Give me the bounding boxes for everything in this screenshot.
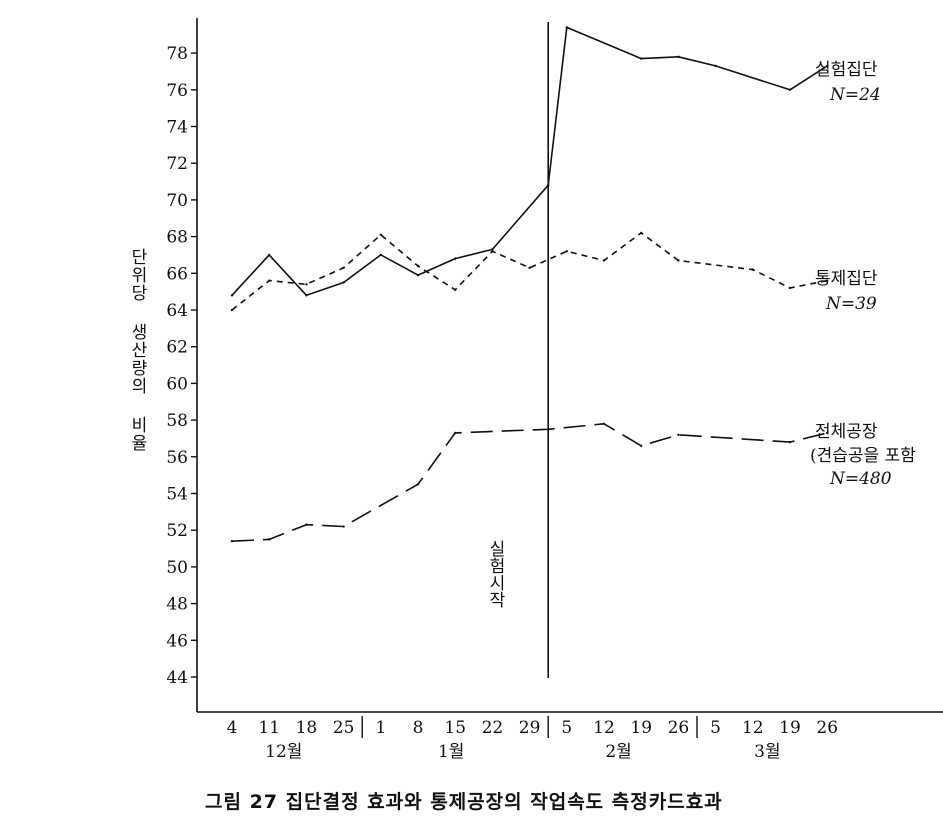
- data-point: [342, 281, 345, 284]
- x-tick-label: 8: [413, 718, 424, 738]
- y-tick-label: 72: [166, 154, 188, 174]
- series-name-label: 통제집단: [815, 269, 878, 289]
- data-point: [826, 279, 829, 282]
- data-point: [268, 279, 271, 282]
- data-point: [826, 64, 829, 68]
- data-point: [677, 55, 680, 58]
- y-tick-label: 60: [166, 374, 188, 394]
- data-point: [602, 259, 606, 262]
- x-tick-label: 5: [561, 718, 572, 738]
- data-point: [230, 308, 234, 312]
- data-point: [491, 250, 494, 253]
- data-point: [602, 422, 606, 425]
- x-tick-label: 19: [630, 718, 652, 738]
- series-n-label: N=24: [829, 85, 881, 105]
- data-point: [640, 444, 643, 447]
- x-tick-label: 5: [710, 718, 721, 738]
- data-point: [454, 431, 457, 435]
- data-point: [547, 428, 550, 431]
- data-point: [305, 294, 308, 297]
- data-point: [416, 483, 420, 486]
- x-tick-label: 1: [375, 718, 386, 738]
- series-n-label: N=480: [829, 469, 892, 489]
- y-tick-label: 78: [166, 44, 188, 64]
- y-tick-label: 76: [166, 81, 188, 101]
- series-name-label: 실험집단: [815, 60, 878, 80]
- series-sub-label: (견습공을 포함: [810, 446, 916, 466]
- y-tick-label: 70: [166, 191, 188, 211]
- data-point: [230, 540, 234, 543]
- data-point: [640, 231, 643, 235]
- data-point: [342, 525, 345, 528]
- data-point: [379, 233, 382, 236]
- y-tick-label: 46: [166, 631, 188, 651]
- series-line-1: [231, 26, 828, 297]
- month-label: 3월: [754, 742, 780, 762]
- series-n-label: N=39: [825, 294, 877, 314]
- data-point: [416, 264, 420, 268]
- y-tick-label: 64: [166, 301, 188, 321]
- data-point: [491, 248, 494, 251]
- data-point: [788, 440, 792, 444]
- x-tick-label: 26: [668, 718, 690, 738]
- y-tick-label: 48: [166, 595, 188, 615]
- x-tick-label: 12: [593, 718, 615, 738]
- data-point: [565, 26, 568, 29]
- data-point: [565, 250, 568, 253]
- y-tick-label: 54: [166, 485, 188, 505]
- x-tick-label: 18: [296, 718, 318, 738]
- y-tick-label: 44: [166, 668, 188, 688]
- x-tick-label: 25: [333, 718, 355, 738]
- data-point: [305, 523, 308, 526]
- experiment-start-label: 실험시작: [485, 540, 505, 608]
- data-point: [547, 184, 550, 187]
- month-label: 1월: [438, 742, 464, 762]
- series-name-label: 전체공장: [815, 422, 878, 442]
- data-point: [714, 64, 717, 68]
- x-tick-label: 22: [482, 718, 504, 738]
- data-point: [454, 257, 457, 260]
- data-point: [677, 433, 680, 436]
- y-tick-label: 74: [166, 118, 188, 138]
- y-tick-label: 62: [166, 338, 188, 358]
- x-tick-label: 26: [816, 718, 838, 738]
- data-point: [342, 266, 345, 269]
- data-point: [788, 88, 792, 92]
- month-label: 12월: [265, 742, 302, 762]
- y-tick-label: 52: [166, 521, 188, 541]
- x-tick-label: 19: [779, 718, 801, 738]
- data-point: [751, 268, 754, 271]
- y-tick-label: 68: [166, 228, 188, 248]
- data-point: [528, 266, 531, 269]
- plot-area: [230, 22, 829, 678]
- series-line-3: [231, 422, 828, 542]
- data-point: [305, 283, 308, 286]
- data-point: [268, 253, 271, 257]
- data-point: [826, 431, 829, 435]
- series-line-2: [231, 232, 828, 311]
- x-tick-label: 11: [258, 718, 280, 738]
- x-tick-label: 12: [742, 718, 764, 738]
- y-axis-title: 단위당 생산량의 비율: [127, 248, 147, 452]
- y-tick-label: 50: [166, 558, 188, 578]
- x-tick-label: 29: [519, 718, 541, 738]
- data-point: [416, 273, 420, 277]
- y-tick-label: 56: [166, 448, 188, 468]
- y-tick-label: 66: [166, 264, 188, 284]
- x-tick-label: 4: [227, 718, 238, 738]
- data-point: [454, 288, 457, 292]
- data-point: [379, 253, 382, 257]
- month-label: 2월: [605, 742, 631, 762]
- data-point: [788, 286, 792, 290]
- x-tick-label: 15: [444, 718, 466, 738]
- data-point: [677, 259, 680, 262]
- data-point: [268, 538, 271, 541]
- data-point: [230, 294, 234, 297]
- figure-caption: 그림 27 집단결정 효과와 통제공장의 작업속도 측정카드효과: [205, 791, 723, 813]
- y-tick-label: 58: [166, 411, 188, 431]
- series-labels: 실험집단 N=24 통제집단 N=39 전체공장 (견습공을 포함 N=480: [810, 60, 916, 489]
- data-point: [640, 57, 643, 60]
